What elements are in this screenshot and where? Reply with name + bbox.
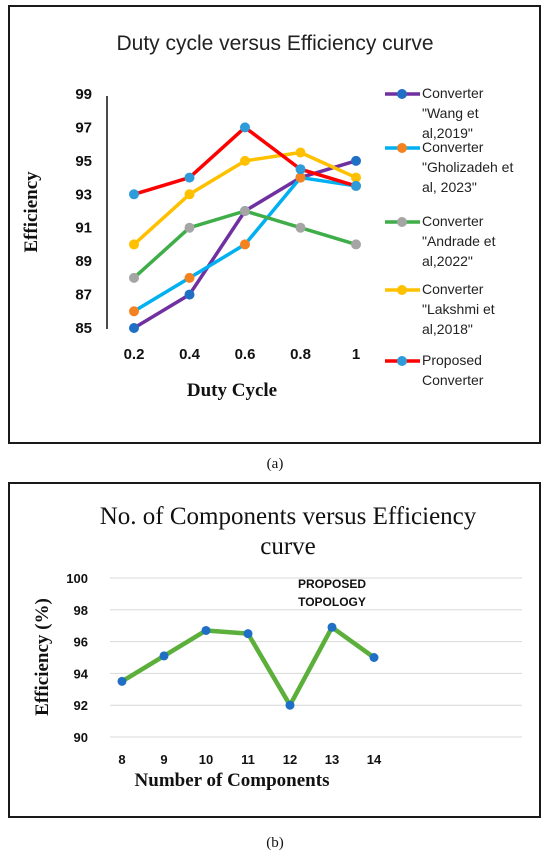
chart-a-x-tick-label: 0.2 — [124, 346, 145, 363]
chart-a-data-point — [184, 289, 195, 300]
chart-a-series — [129, 122, 361, 333]
chart-a-data-point — [351, 172, 361, 183]
chart-a-data-point — [129, 189, 139, 200]
chart-b-series — [117, 622, 379, 710]
chart-a-y-tick-label: 99 — [75, 86, 92, 103]
chart-a-data-point — [184, 272, 195, 283]
chart-a-y-label: Efficiency — [21, 171, 42, 253]
chart-b-caption: (b) — [266, 835, 284, 851]
chart-a-series-3 — [129, 147, 361, 250]
chart-a-data-point — [351, 155, 361, 166]
chart-b-y-ticks: 90 92 94 96 98 100 — [66, 571, 88, 745]
chart-a-y-tick-label: 97 — [75, 119, 92, 136]
chart-b-frame — [8, 482, 541, 818]
chart-a-legend-marker — [397, 217, 407, 227]
chart-a-x-tick-label: 1 — [352, 346, 360, 363]
chart-a-series-2 — [129, 206, 361, 283]
chart-a-y-tick-label: 95 — [75, 153, 92, 170]
chart-a-data-point — [129, 272, 139, 283]
chart-b-x-tick-label: 14 — [367, 752, 382, 767]
chart-b-title-text: No. of Components versus Efficiency curve — [100, 503, 477, 560]
chart-b-y-tick-label: 98 — [74, 603, 88, 618]
chart-a-series-4 — [129, 122, 361, 200]
chart-a-data-point — [351, 180, 361, 191]
chart-a-legend-marker — [397, 285, 407, 295]
chart-b-x-tick-label: 12 — [283, 752, 297, 767]
chart-a-legend-entry: Proposed Converter — [385, 352, 484, 388]
chart-a-data-point — [295, 172, 306, 183]
chart-b-y-tick-label: 92 — [74, 698, 88, 713]
chart-a-x-tick-label: 0.4 — [179, 346, 201, 363]
chart-b-y-tick-label: 94 — [74, 666, 89, 681]
chart-b-series-0 — [117, 622, 379, 710]
chart-a-legend-label: Converter "Wang et al,2019" — [422, 85, 484, 141]
chart-a-x-label: Duty Cycle — [187, 380, 277, 401]
chart-a-x-ticks: 0.2 0.4 0.6 0.8 1 — [124, 346, 361, 363]
chart-b-y-tick-label: 90 — [74, 730, 88, 745]
chart-a-y-tick-label: 89 — [75, 253, 92, 270]
chart-a-x-tick-label: 0.6 — [235, 346, 256, 363]
chart-a-y-ticks: 85 87 89 91 93 95 97 99 — [75, 86, 92, 337]
chart-b-data-point — [201, 625, 211, 635]
chart-a-data-point — [184, 189, 195, 200]
chart-b-x-tick-label: 9 — [160, 752, 167, 767]
chart-a-data-point — [184, 172, 195, 183]
chart-a-data-point — [184, 222, 195, 233]
chart-b-data-point — [159, 651, 169, 661]
chart-a-data-point — [295, 222, 306, 233]
chart-a-x-tick-label: 0.8 — [290, 346, 311, 363]
chart-a-data-point — [129, 306, 139, 317]
chart-a-legend-entry: Converter "Gholizadeh et al, 2023" — [385, 139, 513, 195]
chart-b-title: No. of Components versus Efficiency curve — [100, 503, 477, 560]
chart-a-legend-marker — [397, 89, 407, 99]
chart-a-legend-marker — [397, 143, 407, 153]
chart-b-data-point — [243, 629, 253, 639]
chart-a-legend-label: Converter "Andrade et al,2022" — [422, 213, 496, 269]
chart-b-annotation: PROPOSED TOPOLOGY — [298, 577, 366, 609]
chart-a-y-tick-label: 93 — [75, 186, 92, 203]
chart-a-legend-entry: Converter "Lakshmi et al,2018" — [385, 281, 495, 337]
chart-a-legend-entry: Converter "Wang et al,2019" — [385, 85, 484, 141]
chart-a-legend-label: Converter "Gholizadeh et al, 2023" — [422, 139, 513, 195]
chart-a-data-point — [240, 122, 250, 133]
chart-a-data-point — [240, 155, 250, 166]
chart-b-y-tick-label: 100 — [66, 571, 88, 586]
chart-a-legend: Converter "Wang et al,2019"Converter "Gholi… — [385, 85, 513, 388]
chart-a-data-point — [129, 239, 139, 250]
chart-a-data-point — [129, 323, 139, 333]
chart-a-data-point — [295, 147, 306, 158]
chart-a-data-point — [240, 206, 250, 216]
chart-a-data-point — [240, 239, 250, 250]
chart-a-y-tick-label: 87 — [75, 287, 92, 304]
chart-b-data-point — [117, 676, 127, 686]
chart-b-annotation-text: PROPOSED TOPOLOGY — [298, 577, 366, 609]
chart-a-frame — [8, 5, 541, 444]
chart-b-data-point — [369, 653, 379, 662]
chart-a-y-tick-label: 85 — [75, 320, 92, 337]
chart-b-y-label: Efficiency (%) — [32, 598, 53, 716]
chart-a-title: Duty cycle versus Efficiency curve — [116, 32, 433, 55]
chart-b-x-tick-label: 13 — [325, 752, 339, 767]
chart-b-data-point — [327, 622, 337, 632]
chart-b-x-ticks: 8 9 10 11 12 13 14 — [118, 752, 382, 767]
chart-b-x-tick-label: 11 — [241, 752, 255, 767]
chart-b-y-tick-label: 96 — [74, 635, 88, 650]
chart-a-legend-marker — [397, 356, 407, 366]
chart-a-y-tick-label: 91 — [75, 220, 92, 237]
chart-a-legend-label: Proposed Converter — [422, 352, 484, 388]
chart-a-legend-entry: Converter "Andrade et al,2022" — [385, 213, 496, 269]
chart-b-x-label: Number of Components — [135, 770, 330, 791]
chart-b-data-point — [285, 700, 295, 710]
chart-a-caption: (a) — [267, 456, 284, 472]
chart-b-x-tick-label: 10 — [199, 752, 213, 767]
chart-b-x-tick-label: 8 — [118, 752, 125, 767]
chart-a-series-1 — [129, 172, 361, 317]
chart-b-gridlines — [110, 577, 522, 738]
chart-a-data-point — [295, 164, 306, 175]
chart-a-data-point — [351, 239, 361, 250]
chart-a-legend-label: Converter "Lakshmi et al,2018" — [422, 281, 495, 337]
